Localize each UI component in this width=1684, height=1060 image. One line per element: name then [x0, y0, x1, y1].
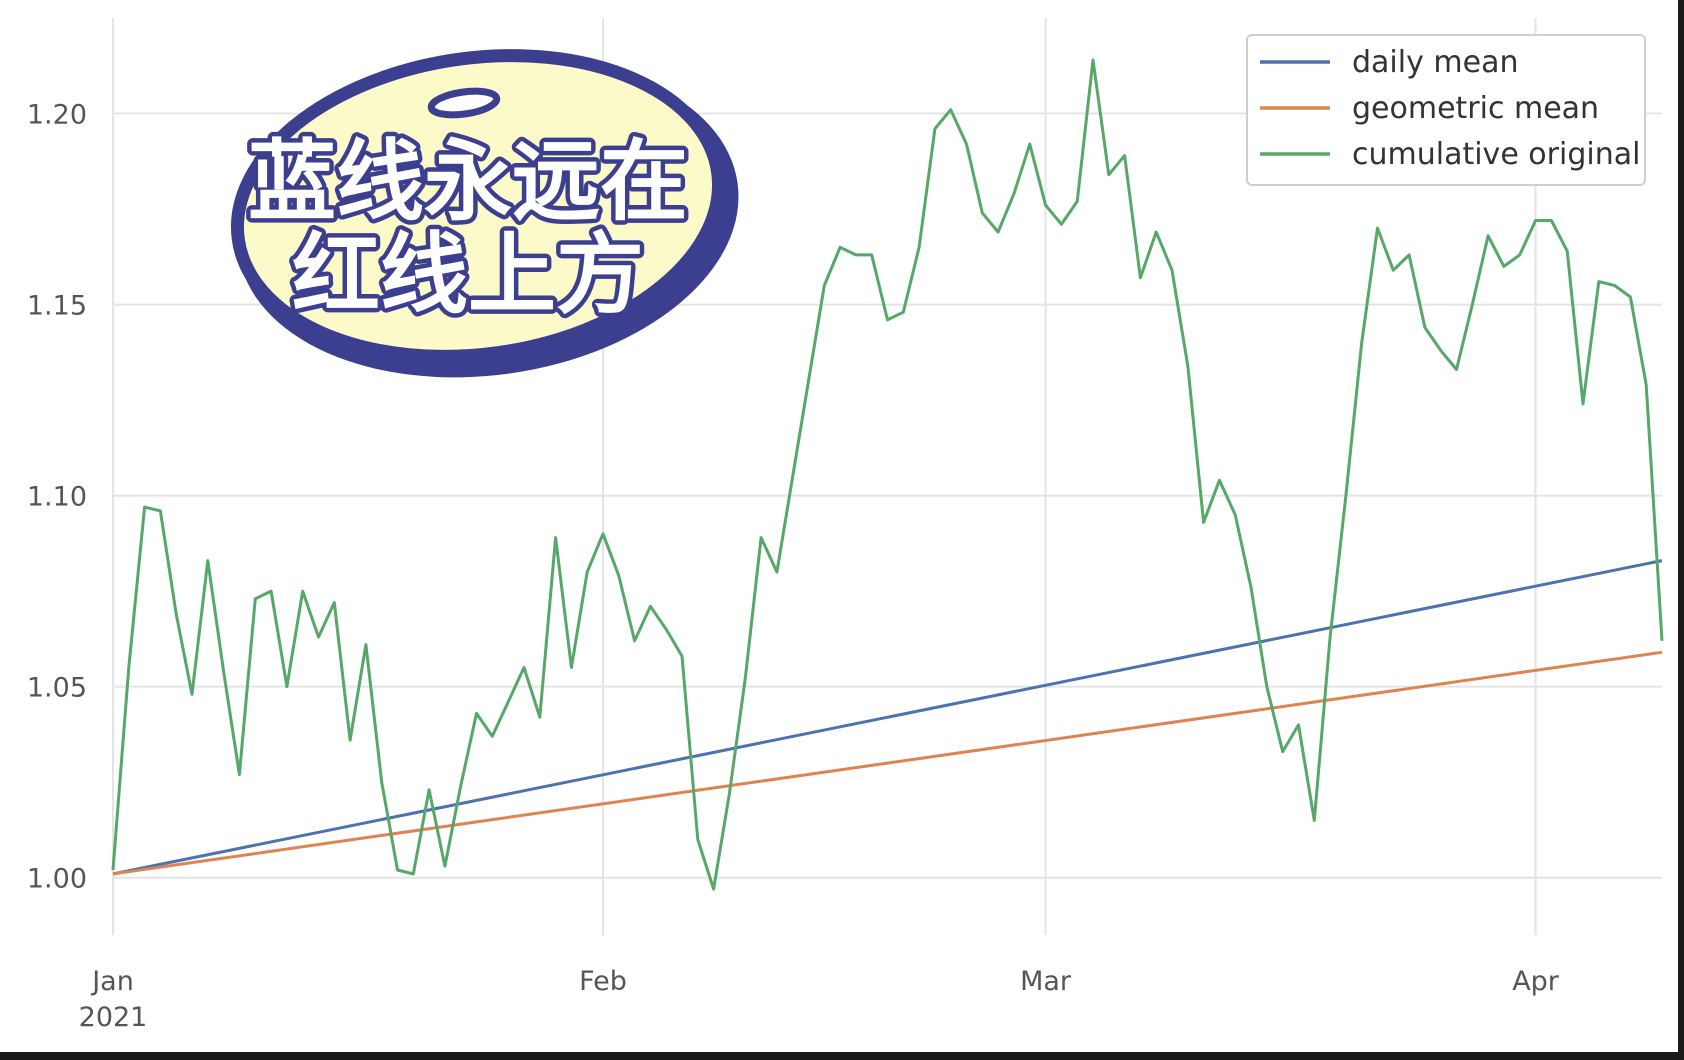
series-line-cumulative-original — [111, 58, 1664, 891]
window-bottom-border — [0, 1052, 1684, 1060]
y-tick-label: 1.15 — [27, 291, 87, 322]
y-tick-label: 1.10 — [27, 482, 87, 513]
x-tick-label: Mar — [1020, 966, 1072, 997]
window-right-border — [1678, 0, 1684, 1060]
y-tick-label: 1.05 — [27, 673, 87, 704]
x-tick-year-label: 2021 — [79, 1002, 148, 1033]
legend-label: daily mean — [1352, 45, 1518, 80]
annotation-line2: 红线上方 — [292, 223, 644, 326]
axis-tick-labels: 1.00 1.05 1.10 1.15 1.20 Jan 2021 Feb Mar Apr — [27, 100, 1560, 1033]
annotation-line1: 蓝线永远在 — [248, 130, 688, 233]
annotation-sticker: 蓝线永远在 红线上方 — [230, 49, 739, 378]
x-tick-label: Jan — [90, 966, 134, 997]
series-line-daily-mean — [112, 559, 1663, 876]
y-tick-label: 1.00 — [27, 864, 87, 895]
x-tick-label: Apr — [1512, 966, 1560, 997]
sticker-hole — [427, 87, 501, 119]
legend-box — [1246, 34, 1646, 186]
legend-label: geometric mean — [1352, 91, 1599, 126]
sticker-badge — [230, 49, 726, 363]
y-tick-label: 1.20 — [27, 100, 87, 131]
legend-items: daily mean geometric mean cumulative origi… — [1260, 45, 1640, 172]
x-tick-label: Feb — [579, 966, 627, 997]
legend: daily mean geometric mean cumulative origi… — [1246, 34, 1646, 186]
series-lines — [111, 58, 1664, 891]
legend-label: cumulative original — [1352, 137, 1640, 172]
series-line-geometric-mean — [112, 650, 1663, 876]
